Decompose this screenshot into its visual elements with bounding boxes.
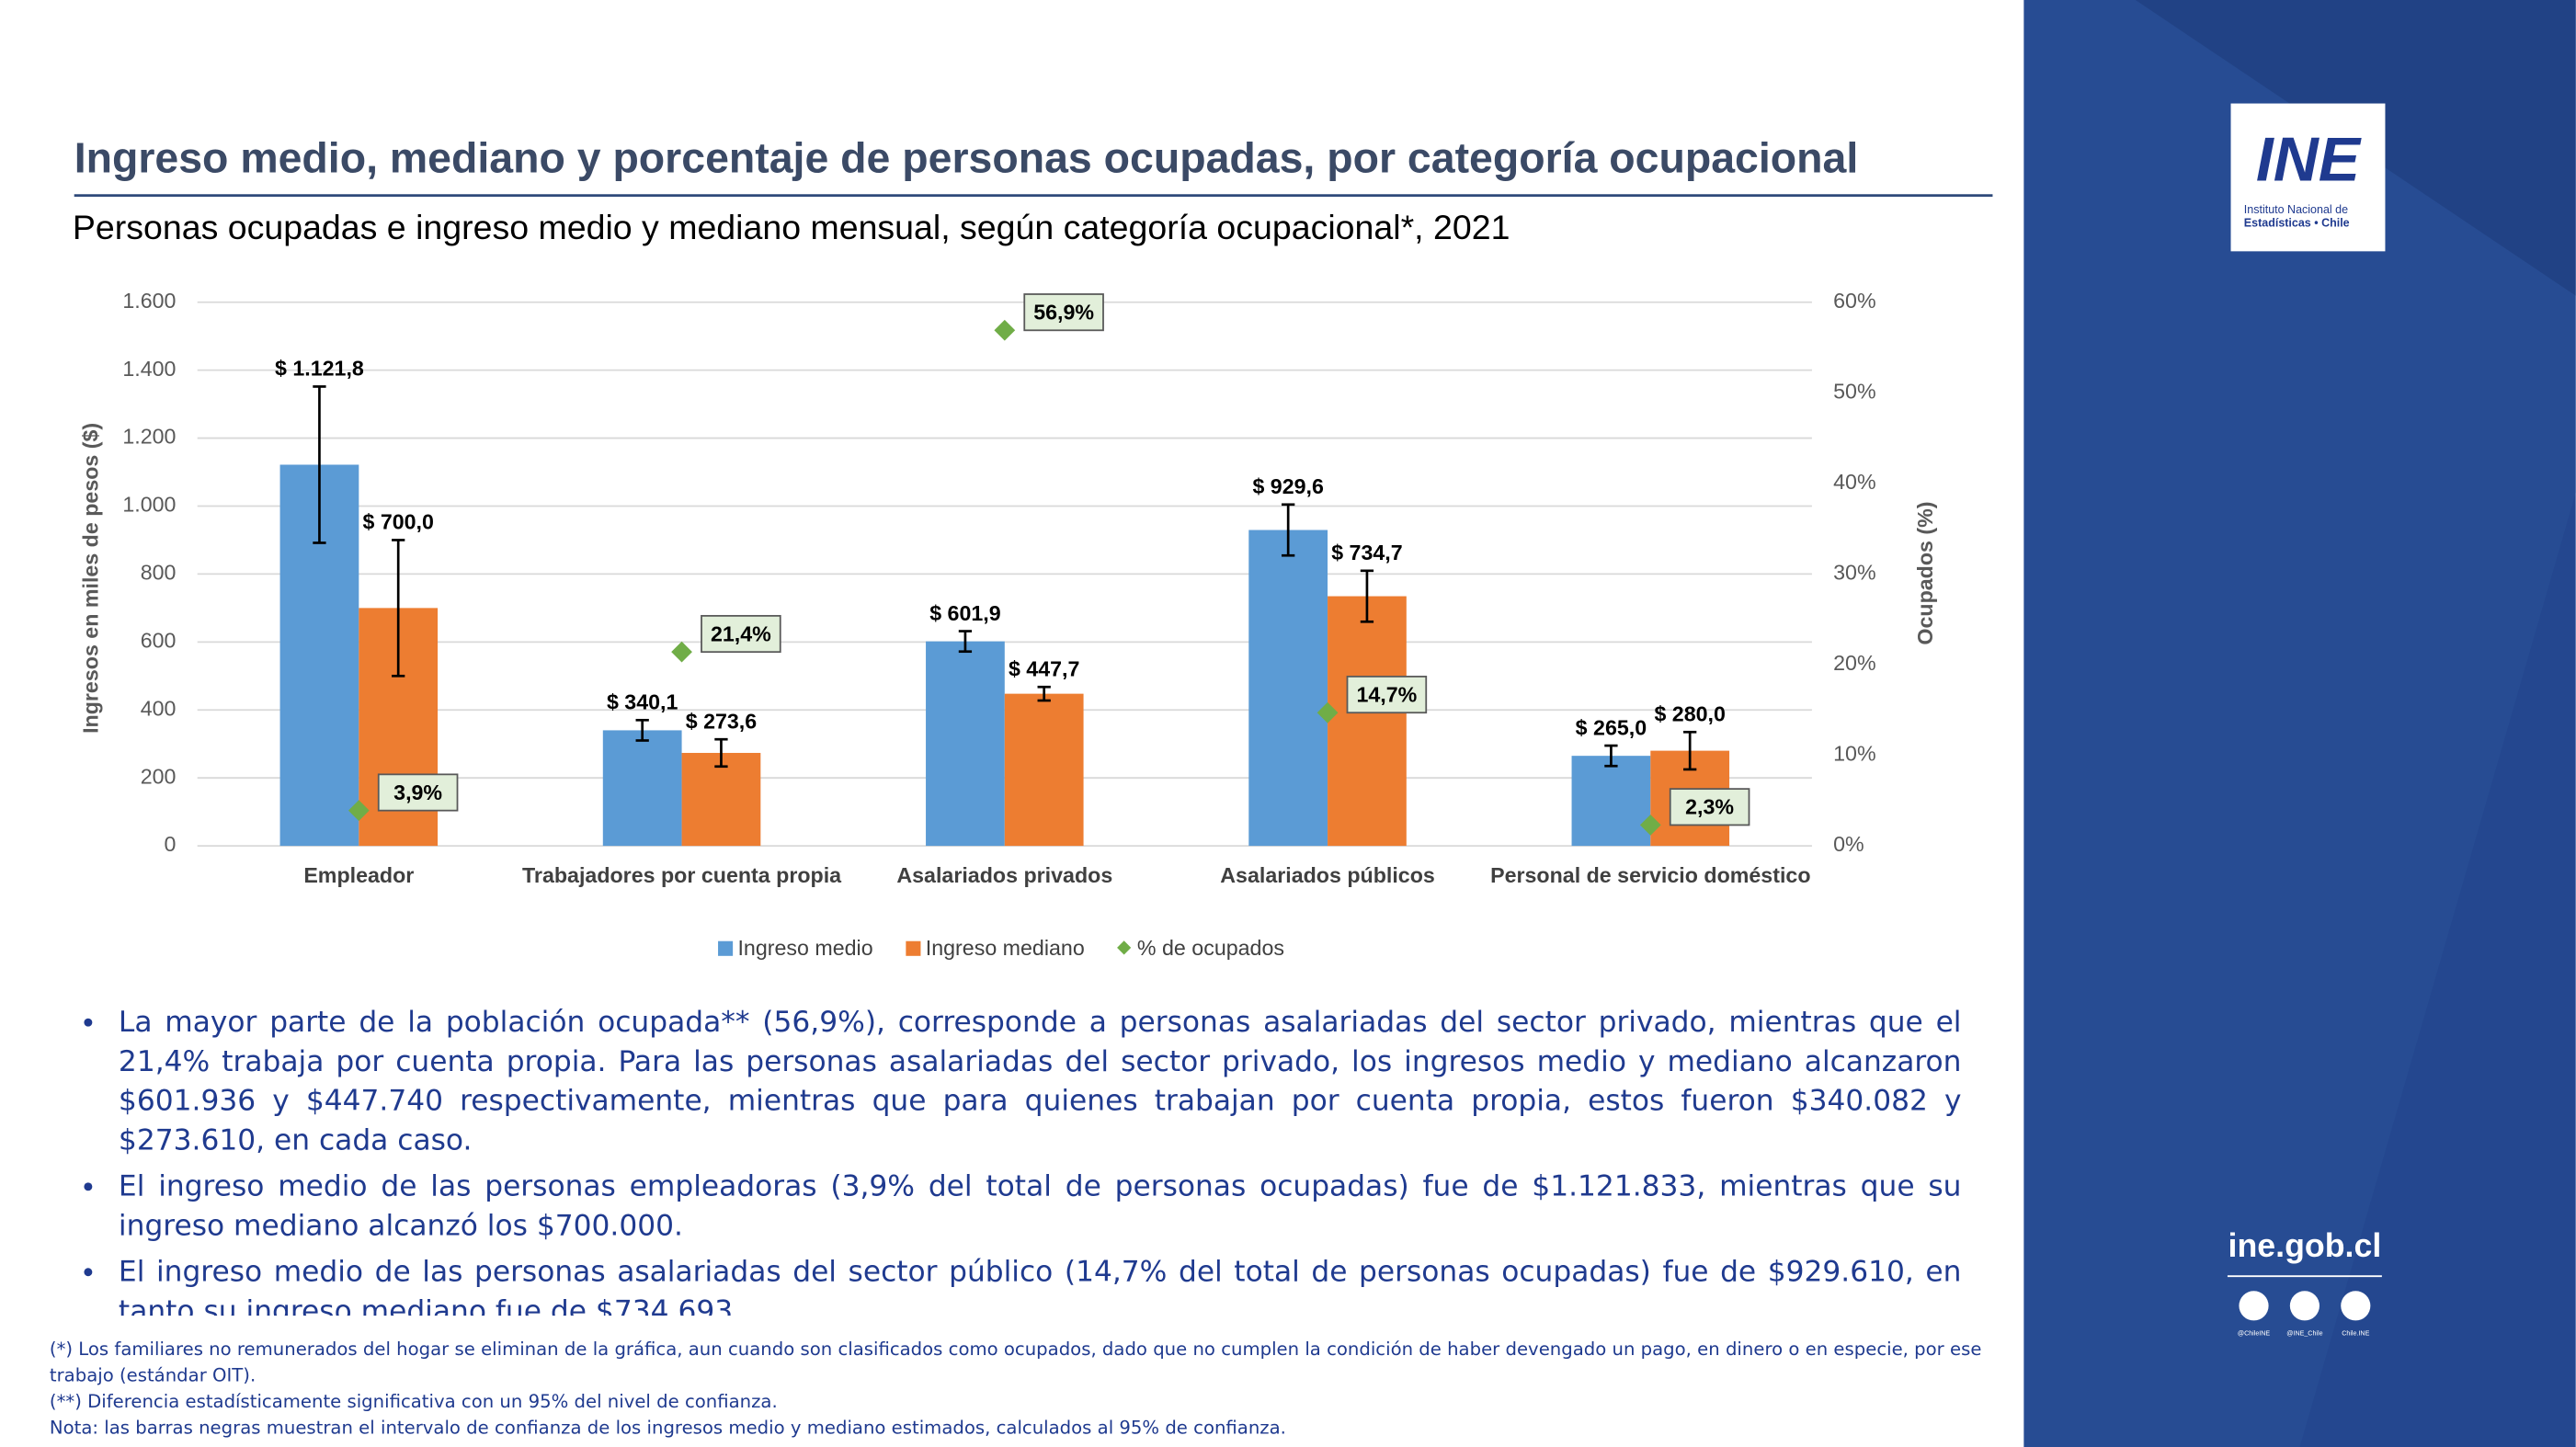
- data-label: $ 1.121,8: [275, 357, 364, 381]
- footnotes: (*) Los familiares no remunerados del ho…: [50, 1337, 1988, 1441]
- y-tick-label: 800: [141, 561, 177, 585]
- logo-box: [2230, 103, 2386, 252]
- bullet: El ingreso medio de las personas asalari…: [112, 1253, 1962, 1316]
- data-label: $ 447,7: [1009, 657, 1079, 681]
- error-bar: [1604, 744, 1618, 768]
- bar: [1004, 693, 1084, 847]
- x-tick-label: Trabajadores por cuenta propia: [522, 863, 842, 887]
- social-icon[interactable]: [2239, 1291, 2269, 1321]
- data-label: $ 700,0: [362, 510, 433, 534]
- legend-swatch: [906, 940, 921, 956]
- y-tick-label: 1.200: [122, 425, 176, 449]
- social-icon[interactable]: [2341, 1291, 2371, 1321]
- y-tick-label: 1.000: [122, 493, 176, 517]
- data-label: $ 280,0: [1654, 702, 1725, 726]
- y2-tick-label: 40%: [1833, 470, 1875, 494]
- error-bar: [1360, 569, 1374, 623]
- data-label: 56,9%: [1033, 301, 1094, 325]
- error-bar: [714, 737, 728, 769]
- social-icon[interactable]: [2289, 1291, 2320, 1321]
- social-handle: Chile.INE: [2342, 1330, 2369, 1338]
- data-label-box: [701, 614, 781, 654]
- y2-tick-label: 10%: [1833, 742, 1875, 766]
- error-bar: [1037, 685, 1051, 702]
- data-label: $ 734,7: [1331, 541, 1402, 564]
- y-tick-label: 200: [141, 764, 177, 788]
- x-tick-label: Personal de servicio doméstico: [1490, 863, 1810, 887]
- social-handle: @ChileINE: [2238, 1330, 2271, 1338]
- data-label: $ 265,0: [1576, 715, 1647, 739]
- data-label-box: [377, 773, 459, 812]
- y2-tick-label: 50%: [1833, 379, 1875, 403]
- data-label: 14,7%: [1356, 682, 1417, 706]
- error-bar: [392, 539, 405, 678]
- y2-tick-label: 60%: [1833, 289, 1875, 313]
- y2-tick-label: 20%: [1833, 651, 1875, 675]
- error-bar: [958, 630, 973, 654]
- bar: [1571, 756, 1651, 847]
- legend-label: Ingreso medio: [737, 936, 872, 960]
- marker: [994, 319, 1016, 341]
- x-tick-label: Asalariados privados: [896, 863, 1112, 887]
- data-label-box: [1669, 788, 1750, 826]
- data-label: 2,3%: [1685, 795, 1734, 819]
- y2-tick-label: 0%: [1833, 832, 1864, 856]
- x-tick-label: Asalariados públicos: [1220, 863, 1435, 887]
- y-tick-label: 400: [141, 696, 177, 720]
- error-bar: [1683, 730, 1697, 771]
- page-title: Ingreso medio, mediano y porcentaje de p…: [74, 133, 1859, 181]
- y-axis-label: Ingresos en miles de pesos ($): [78, 423, 102, 734]
- error-bar: [1282, 503, 1295, 557]
- data-label: $ 929,6: [1252, 474, 1324, 498]
- legend-swatch: [1117, 940, 1132, 955]
- site-url[interactable]: ine.gob.cl: [2228, 1227, 2382, 1264]
- logo: INE: [2256, 126, 2362, 195]
- bar: [1248, 530, 1328, 847]
- bullet: La mayor parte de la población ocupada**…: [112, 1004, 1962, 1162]
- error-bar: [313, 385, 326, 544]
- sidebar-shape: [2023, 0, 2576, 1447]
- chart-title: Personas ocupadas e ingreso medio y medi…: [73, 208, 1510, 246]
- bullet: El ingreso medio de las personas emplead…: [112, 1168, 1962, 1247]
- logo-text: Estadísticas • Chile: [2244, 216, 2350, 229]
- y-tick-label: 600: [141, 628, 177, 652]
- y2-axis-label: Ocupados (%): [1913, 501, 1937, 644]
- x-tick-label: Empleador: [303, 863, 414, 887]
- legend-swatch: [718, 940, 734, 956]
- y-tick-label: 0: [165, 832, 177, 856]
- data-label-box: [1346, 676, 1428, 714]
- y2-tick-label: 30%: [1833, 561, 1875, 585]
- logo-text: Instituto Nacional de: [2244, 203, 2348, 216]
- data-label: $ 273,6: [686, 709, 758, 733]
- marker: [671, 641, 692, 663]
- footnote: Nota: las barras negras muestran el inte…: [49, 1417, 1286, 1440]
- y-tick-label: 1.600: [122, 289, 176, 313]
- bullet-list: La mayor parte de la población ocupada**…: [73, 1004, 1962, 1316]
- legend-label: Ingreso mediano: [926, 936, 1085, 960]
- data-label: 3,9%: [393, 780, 442, 804]
- bar: [602, 730, 682, 847]
- error-bar: [635, 718, 649, 742]
- data-label-box: [1023, 293, 1104, 332]
- legend-label: % de ocupados: [1137, 936, 1284, 960]
- data-label: 21,4%: [711, 621, 771, 645]
- bar: [1328, 596, 1407, 847]
- footnote-block: (*) Los familiares no remunerados del ho…: [50, 1337, 1988, 1441]
- data-label: $ 340,1: [607, 690, 678, 714]
- bar: [926, 641, 1005, 847]
- y-tick-label: 1.400: [122, 357, 176, 381]
- bar: [681, 752, 761, 847]
- social-handle: @INE_Chile: [2286, 1330, 2322, 1338]
- footnote: (**) Diferencia estadísticamente signifi…: [49, 1391, 778, 1413]
- bullets: La mayor parte de la población ocupada**…: [73, 1004, 1962, 1316]
- data-label: $ 601,9: [929, 601, 1001, 625]
- footnote: (*) Los familiares no remunerados del ho…: [49, 1339, 1982, 1386]
